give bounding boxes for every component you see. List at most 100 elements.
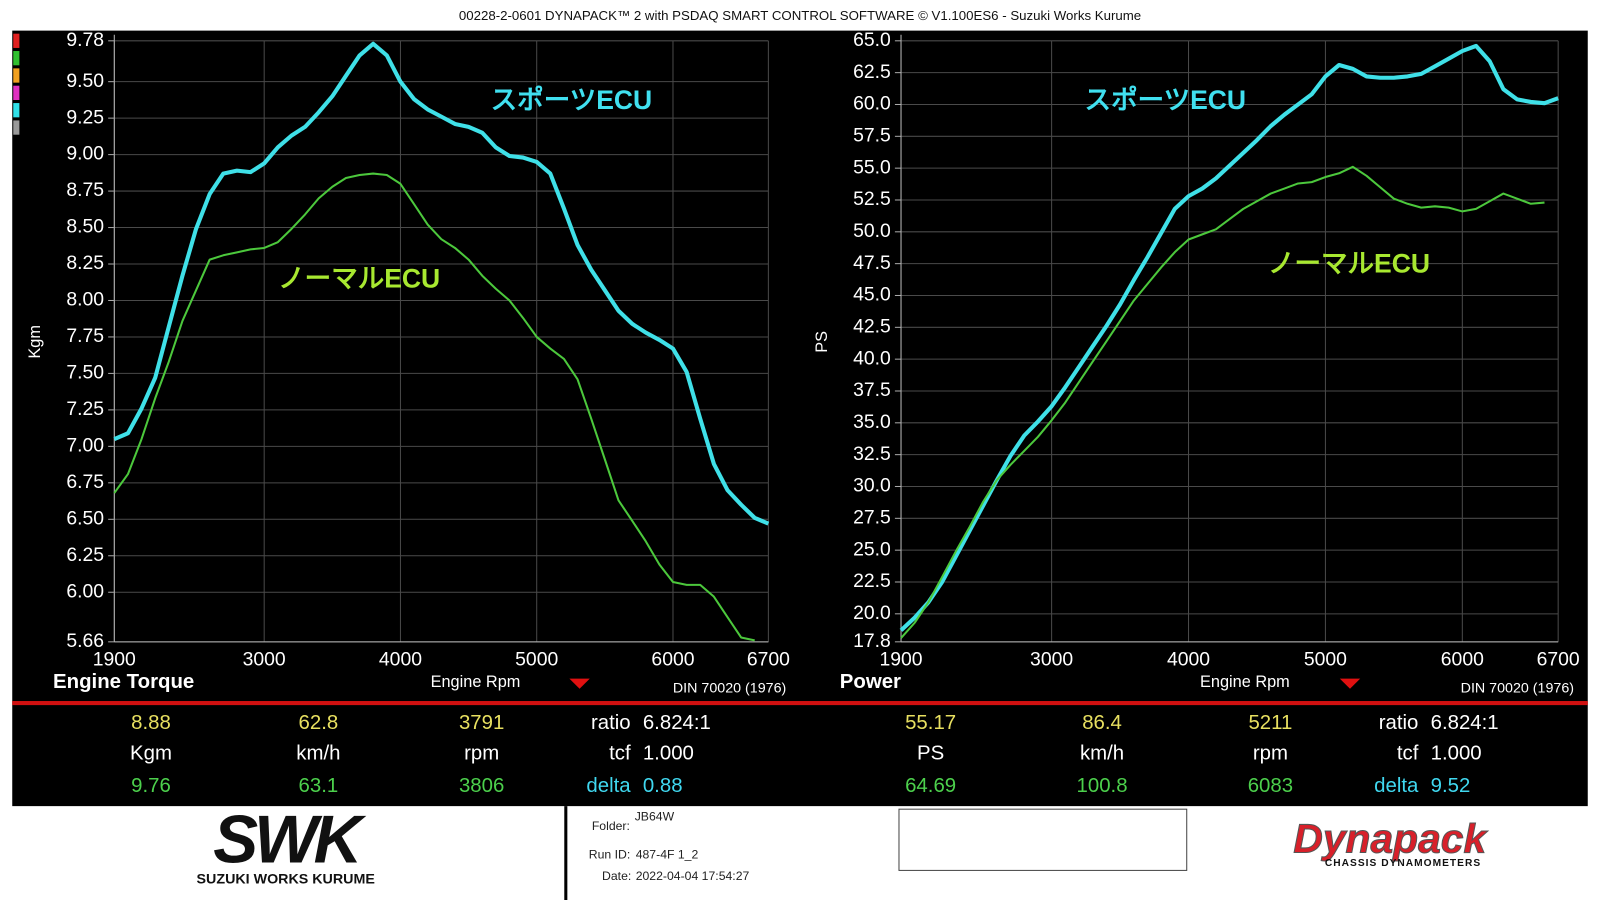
- brand-subtitle: CHASSIS DYNAMOMETERS: [1325, 858, 1481, 869]
- header-title: 00228-2-0601 DYNAPACK™ 2 with PSDAQ SMAR…: [459, 8, 1141, 23]
- x-tick-label: 3000: [243, 648, 286, 670]
- readout: 0.88: [643, 775, 683, 797]
- x-tick-label: 3000: [1030, 648, 1073, 670]
- value: 487-4F 1_2: [636, 847, 699, 861]
- y-tick-label: 9.50: [66, 70, 104, 92]
- readout: 6.824:1: [1431, 712, 1499, 734]
- readout: 6083: [1248, 775, 1293, 797]
- y-tick-label: 5.66: [66, 630, 104, 652]
- y-axis-label: Kgm: [26, 325, 44, 359]
- chart-title: Power: [840, 671, 901, 693]
- readout: 1.000: [1431, 742, 1482, 764]
- chart-title: Engine Torque: [53, 671, 194, 693]
- series-line: [113, 41, 770, 526]
- value: JB64W: [635, 810, 675, 824]
- dropdown-arrow[interactable]: [1339, 678, 1361, 689]
- series-line: [899, 43, 1559, 632]
- y-tick-label: 20.0: [853, 602, 891, 624]
- y-tick-label: 42.5: [853, 315, 891, 337]
- x-axis-label: Engine Rpm: [431, 673, 521, 691]
- y-tick-label: 65.0: [853, 29, 891, 51]
- readout: 64.69: [905, 775, 956, 797]
- y-tick-label: 32.5: [853, 443, 891, 465]
- readout: PS: [917, 742, 944, 764]
- logo-subtitle: SUZUKI WORKS KURUME: [197, 871, 375, 887]
- logo: SWK: [213, 803, 366, 878]
- readout: 9.52: [1431, 775, 1471, 797]
- x-tick-label: 4000: [1167, 648, 1210, 670]
- readout: delta: [586, 775, 631, 797]
- y-axis-label: PS: [813, 331, 831, 353]
- x-tick-label: 5000: [515, 648, 558, 670]
- series-label: ノーマルECU: [1268, 248, 1430, 278]
- separator: [12, 701, 1588, 706]
- y-tick-label: 40.0: [853, 347, 891, 369]
- label: Date:: [602, 869, 631, 883]
- y-tick-label: 45.0: [853, 284, 891, 306]
- label: Run ID:: [589, 847, 630, 861]
- x-tick-label: 6000: [1441, 648, 1484, 670]
- y-tick-label: 6.00: [66, 580, 104, 602]
- series-line: [113, 172, 755, 642]
- readout: 63.1: [299, 775, 339, 797]
- readout: km/h: [296, 742, 340, 764]
- x-axis-label: Engine Rpm: [1200, 673, 1290, 691]
- y-tick-label: 37.5: [853, 379, 891, 401]
- readout: 86.4: [1082, 712, 1122, 734]
- y-tick-label: 7.00: [66, 434, 104, 456]
- y-tick-label: 9.25: [66, 106, 104, 128]
- y-tick-label: 47.5: [853, 252, 891, 274]
- y-tick-label: 22.5: [853, 570, 891, 592]
- readout: rpm: [464, 742, 499, 764]
- x-tick-label: 6700: [1537, 648, 1580, 670]
- y-tick-label: 9.78: [66, 29, 104, 51]
- readout: 62.8: [299, 712, 339, 734]
- y-tick-label: 6.75: [66, 471, 104, 493]
- readout: Kgm: [130, 742, 172, 764]
- y-tick-label: 30.0: [853, 475, 891, 497]
- y-tick-label: 8.25: [66, 252, 104, 274]
- series-label: ノーマルECU: [278, 264, 440, 294]
- series-label: スポーツECU: [1085, 85, 1247, 115]
- x-tick-label: 1900: [93, 648, 136, 670]
- y-tick-label: 52.5: [853, 188, 891, 210]
- blank-box: [898, 808, 1188, 871]
- y-tick-label: 8.50: [66, 216, 104, 238]
- y-tick-label: 8.00: [66, 289, 104, 311]
- y-tick-label: 62.5: [853, 61, 891, 83]
- footer: SWK SUZUKI WORKS KURUME Folder: JB64W Ru…: [197, 803, 1489, 900]
- dropdown-arrow[interactable]: [569, 678, 590, 689]
- y-tick-label: 55.0: [853, 156, 891, 178]
- series-label: スポーツECU: [491, 85, 653, 115]
- value: 2022-04-04 17:54:27: [636, 869, 750, 883]
- readout: ratio: [1379, 712, 1419, 734]
- y-tick-label: 9.00: [66, 143, 104, 165]
- readout: 8.88: [131, 712, 171, 734]
- readout: km/h: [1080, 742, 1124, 764]
- readout: 55.17: [905, 712, 956, 734]
- readout: 3791: [459, 712, 504, 734]
- note: DIN 70020 (1976): [1461, 681, 1574, 697]
- readout: ratio: [591, 712, 631, 734]
- readout: tcf: [1397, 742, 1419, 764]
- y-tick-label: 27.5: [853, 506, 891, 528]
- readout: 3806: [459, 775, 504, 797]
- channel-swatches: [13, 33, 20, 135]
- readout: 9.76: [131, 775, 171, 797]
- y-tick-label: 25.0: [853, 538, 891, 560]
- x-tick-label: 6700: [747, 648, 790, 670]
- x-tick-label: 5000: [1304, 648, 1347, 670]
- brand: Dynapack: [1293, 816, 1488, 862]
- y-tick-label: 35.0: [853, 411, 891, 433]
- readout: 5211: [1248, 712, 1292, 734]
- readout: 6.824:1: [643, 712, 711, 734]
- y-tick-label: 50.0: [853, 220, 891, 242]
- y-tick-label: 7.25: [66, 398, 104, 420]
- y-tick-label: 60.0: [853, 93, 891, 115]
- series-line: [900, 165, 1545, 639]
- y-tick-label: 17.8: [853, 630, 891, 652]
- readout: 1.000: [643, 742, 694, 764]
- y-tick-label: 6.25: [66, 544, 104, 566]
- readout: rpm: [1253, 742, 1288, 764]
